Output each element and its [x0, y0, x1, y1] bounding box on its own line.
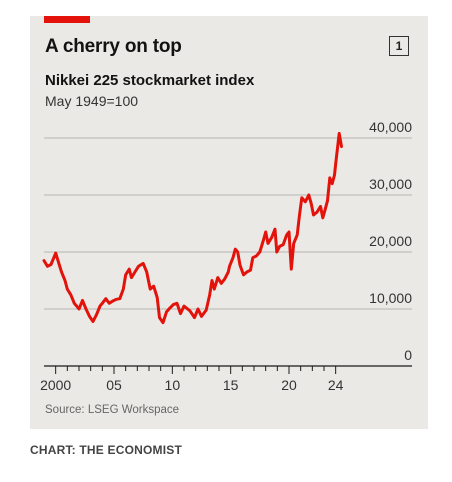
- chart-unit-label: May 1949=100: [45, 93, 139, 109]
- x-tick-label: 05: [106, 377, 122, 393]
- nikkei-series-line: [42, 131, 343, 325]
- y-tick-label: 30,000: [369, 176, 412, 192]
- x-tick-label: 10: [165, 377, 181, 393]
- x-tick-label: 20: [281, 377, 297, 393]
- x-tick-label: 24: [328, 377, 344, 393]
- y-tick-label: 0: [404, 347, 412, 363]
- x-tick-label: 2000: [40, 377, 71, 393]
- chart-title: A cherry on top: [45, 36, 182, 57]
- y-tick-label: 10,000: [369, 290, 412, 306]
- source-note: Source: LSEG Workspace: [45, 404, 180, 416]
- y-tick-label: 20,000: [369, 233, 412, 249]
- chart-number-badge: 1: [389, 36, 409, 56]
- y-tick-label: 40,000: [369, 119, 412, 135]
- chart-subtitle: Nikkei 225 stockmarket index: [45, 72, 255, 89]
- chart-panel: [30, 16, 428, 429]
- brand-tag: [44, 16, 90, 23]
- x-tick-label: 15: [223, 377, 239, 393]
- chart-credit: CHART: THE ECONOMIST: [30, 443, 182, 457]
